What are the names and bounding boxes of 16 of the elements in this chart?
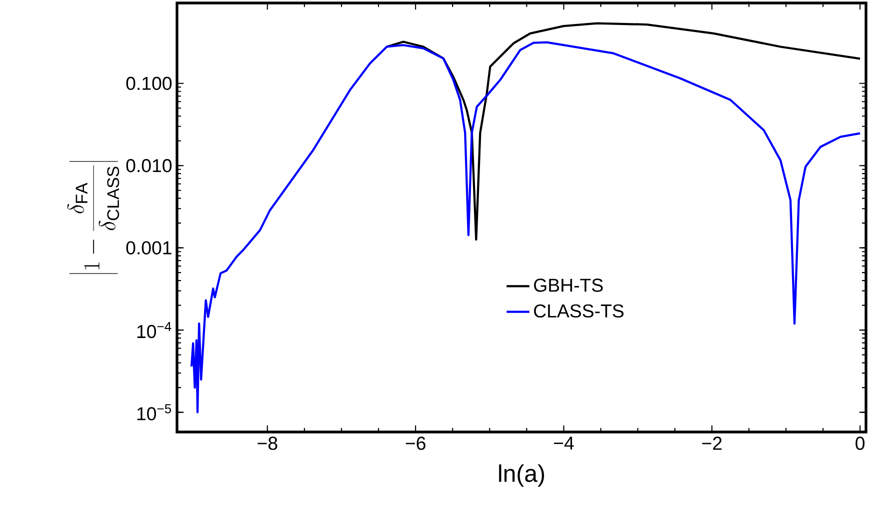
x-tick-label: 0 [856,436,865,450]
line-series [386,22,862,241]
y-tick-label: 0.001 [126,241,172,254]
x-tick-label: −6 [406,436,426,450]
y-tick-label: 0.100 [126,76,172,90]
line-series [190,41,862,414]
x-axis-title: ln(a) [499,464,544,487]
legend-label: GBH-TS [534,278,603,292]
y-tick-label: 10$^{−4}$ [137,322,172,338]
y-tick-label: 0.010 [126,158,172,172]
legend-label: CLASS-TS [534,304,624,318]
y-tick-label: 10$^{−5}$ [137,404,172,420]
y-axis-title: $\left|1-\frac{\delta_{\mathrm{FA}}}{\delta_{\mathrm{CLASS}}}\right|$ [67,161,120,274]
x-tick-label: −4 [554,436,574,450]
x-tick-label: −2 [702,436,722,450]
x-tick-label: −8 [258,436,278,450]
